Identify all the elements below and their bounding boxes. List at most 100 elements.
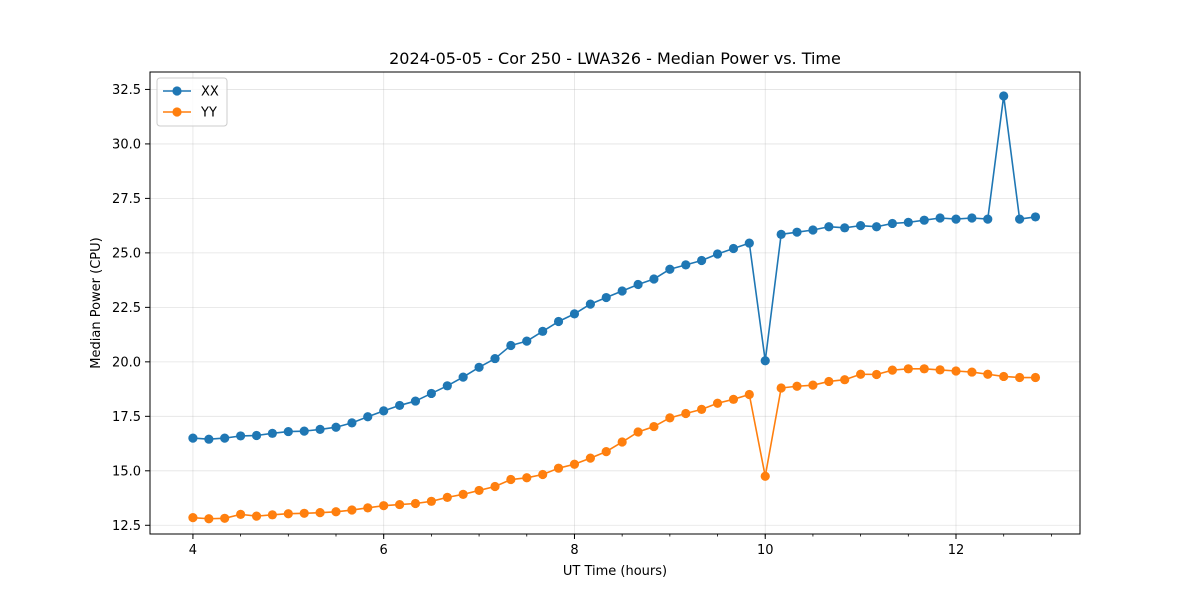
data-point-xx <box>824 222 834 232</box>
data-point-yy <box>1015 372 1025 383</box>
data-point-yy <box>983 369 993 379</box>
data-point-yy <box>347 505 357 515</box>
data-point-xx <box>379 406 389 416</box>
data-point-yy <box>808 380 818 390</box>
data-point-xx <box>474 362 484 372</box>
x-axis-label: UT Time (hours) <box>563 564 667 579</box>
legend-label-xx: XX <box>201 85 219 100</box>
data-point-yy <box>744 389 754 400</box>
data-point-yy <box>633 427 643 437</box>
x-tick-label: 4 <box>189 543 197 558</box>
data-point-xx <box>649 274 659 284</box>
data-point-xx <box>903 217 913 227</box>
data-point-xx <box>601 292 611 303</box>
data-point-yy <box>856 369 866 379</box>
data-point-xx <box>442 381 452 391</box>
legend: XX YY <box>156 77 228 127</box>
data-point-yy <box>283 509 293 519</box>
data-point-yy <box>760 471 770 481</box>
y-tick-label: 17.5 <box>112 410 141 425</box>
data-point-yy <box>824 376 834 387</box>
data-point-xx <box>347 418 357 428</box>
y-tick-label: 20.0 <box>112 355 141 370</box>
y-tick-label: 27.5 <box>112 192 141 207</box>
data-point-yy <box>681 408 691 419</box>
grid <box>150 72 1080 534</box>
data-point-yy <box>665 413 675 423</box>
data-point-yy <box>553 463 564 473</box>
data-point-xx <box>220 433 230 443</box>
data-point-xx <box>426 388 436 399</box>
data-point-xx <box>410 396 421 406</box>
data-point-yy <box>315 508 325 518</box>
data-point-xx <box>840 223 850 233</box>
series-yy <box>188 364 1041 524</box>
data-point-xx <box>935 213 945 223</box>
data-point-xx <box>251 430 262 441</box>
data-point-xx <box>697 255 707 266</box>
data-point-xx <box>458 372 468 382</box>
data-point-yy <box>903 364 913 374</box>
data-point-yy <box>919 364 929 374</box>
data-point-yy <box>840 375 850 385</box>
data-point-xx <box>188 433 198 443</box>
data-point-xx <box>569 309 580 319</box>
chart-title: 2024-05-05 - Cor 250 - LWA326 - Median P… <box>389 49 841 68</box>
data-point-yy <box>522 473 532 483</box>
data-point-xx <box>617 286 627 296</box>
data-point-xx <box>871 222 882 232</box>
data-point-xx <box>283 426 293 437</box>
legend-marker-yy <box>172 107 182 117</box>
y-tick-label: 12.5 <box>112 519 141 534</box>
data-point-yy <box>871 369 882 380</box>
data-point-yy <box>506 474 516 485</box>
data-point-xx <box>506 340 516 351</box>
data-point-xx <box>712 249 723 259</box>
data-point-yy <box>776 383 786 393</box>
data-point-xx <box>665 264 675 274</box>
data-point-yy <box>236 509 246 519</box>
data-point-xx <box>633 279 643 290</box>
data-point-xx <box>299 426 309 436</box>
data-point-xx <box>395 400 405 411</box>
data-point-yy <box>458 489 468 499</box>
data-point-xx <box>522 336 532 346</box>
data-point-yy <box>426 496 436 506</box>
data-point-xx <box>315 424 325 434</box>
data-point-xx <box>808 225 818 235</box>
data-point-yy <box>712 398 723 408</box>
data-point-xx <box>728 243 739 254</box>
y-tick-label: 32.5 <box>112 83 141 98</box>
data-point-xx <box>919 215 929 225</box>
series-group <box>188 91 1041 524</box>
data-point-yy <box>935 365 945 375</box>
y-axis: 12.5 15.0 17.5 20.0 22.5 25.0 27.5 30.0 32.5 <box>112 83 150 534</box>
data-point-yy <box>395 499 405 510</box>
data-point-xx <box>204 434 214 444</box>
data-point-yy <box>474 485 484 496</box>
data-point-xx <box>331 422 341 432</box>
x-axis: 4 6 8 10 12 <box>189 534 1052 558</box>
x-tick-label: 10 <box>757 543 774 558</box>
data-point-yy <box>967 367 977 377</box>
x-tick-label: 8 <box>570 543 578 558</box>
data-point-xx <box>363 412 373 422</box>
y-tick-label: 30.0 <box>112 137 141 152</box>
data-point-yy <box>697 404 707 414</box>
data-point-yy <box>792 381 802 391</box>
data-point-yy <box>267 510 277 520</box>
y-axis-label: Median Power (CPU) <box>89 237 104 368</box>
data-point-yy <box>569 459 580 469</box>
data-point-yy <box>617 437 627 447</box>
x-tick-label: 6 <box>380 543 388 558</box>
data-point-yy <box>442 492 452 502</box>
data-point-xx <box>951 214 961 224</box>
data-point-xx <box>760 356 770 366</box>
data-point-yy <box>410 498 421 509</box>
data-point-yy <box>585 453 595 463</box>
data-point-xx <box>999 91 1009 101</box>
y-tick-label: 22.5 <box>112 301 141 316</box>
series-xx <box>188 91 1041 444</box>
data-point-yy <box>999 371 1009 382</box>
